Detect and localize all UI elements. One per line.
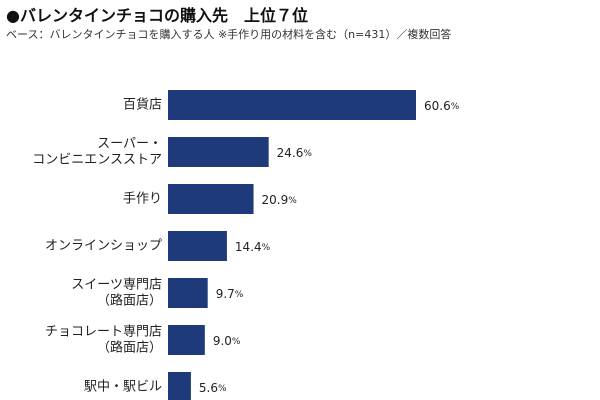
value-label-6: 5.6% (199, 381, 227, 395)
bar-0 (168, 90, 416, 120)
bar-5 (168, 325, 205, 355)
category-label-5-line-1: （路面店） (97, 340, 162, 356)
value-label-3: 14.4% (235, 240, 271, 254)
category-label-0: 百貨店 (123, 97, 162, 113)
bar-3 (168, 231, 227, 261)
bar-1 (168, 137, 269, 167)
category-label-5-line-0: チョコレート専門店 (45, 325, 162, 340)
value-label-4: 9.7% (216, 287, 244, 301)
bar-4 (168, 278, 208, 308)
chart-subtitle: ベース：バレンタインチョコを購入する人 ※手作り用の材料を含む（n=431）／複… (6, 28, 452, 41)
value-label-0: 60.6% (424, 99, 460, 113)
category-label-3: オンラインショップ (45, 239, 162, 254)
category-label-4-line-0: スイーツ専門店 (71, 278, 162, 293)
category-label-6: 駅中・駅ビル (84, 380, 162, 395)
bar-2 (168, 184, 254, 214)
category-label-2: 手作り (123, 192, 162, 207)
value-label-5: 9.0% (213, 334, 241, 348)
bar-6 (168, 372, 191, 400)
value-label-2: 20.9% (262, 193, 298, 207)
category-label-1-line-1: コンビニエンスストア (32, 153, 162, 168)
category-label-1-line-0: スーパー・ (97, 137, 162, 152)
value-label-1: 24.6% (277, 146, 313, 160)
category-label-4-line-1: （路面店） (97, 293, 162, 309)
chart-title: ●バレンタインチョコの購入先 上位７位 (6, 6, 308, 25)
